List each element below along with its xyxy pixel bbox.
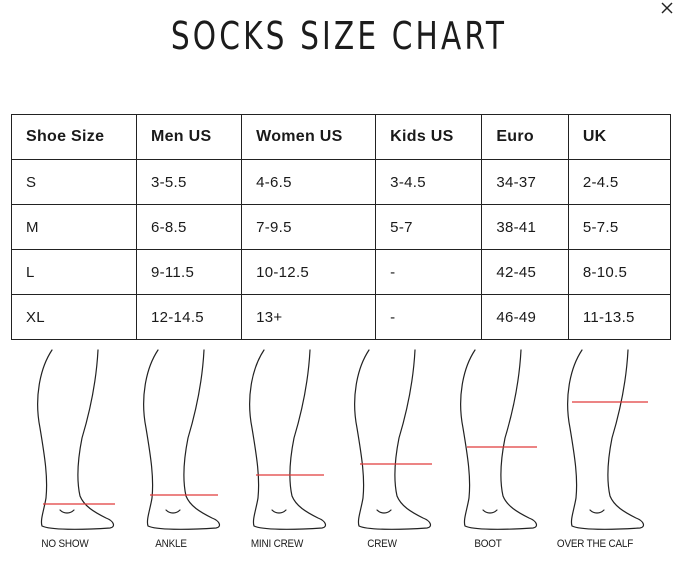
table-cell: 6-8.5 [135, 204, 243, 250]
close-button[interactable] [658, 0, 676, 18]
column-header: Euro [481, 114, 569, 160]
table-cell: 8-10.5 [567, 249, 672, 295]
leg-ankle-illustration [143, 349, 221, 530]
leg-over-the-calf-illustration [567, 349, 648, 530]
table-cell: 13+ [241, 294, 377, 340]
table-cell: 11-13.5 [567, 294, 672, 340]
table-cell: - [375, 294, 483, 340]
sock-style-label: BOOT [474, 538, 502, 550]
table-row: L 9-11.5 10-12.5 - 42-45 8-10.5 [11, 249, 672, 295]
table-cell: M [11, 204, 137, 250]
column-header: UK [567, 114, 672, 160]
table-cell: 12-14.5 [135, 294, 243, 340]
table-cell: 7-9.5 [241, 204, 377, 250]
table-cell: 5-7 [375, 204, 483, 250]
table-header-row: Shoe Size Men US Women US Kids US Euro U… [11, 114, 672, 160]
column-header: Men US [135, 114, 243, 160]
table-cell: 9-11.5 [135, 249, 243, 295]
sock-height-illustrations: NO SHOW ANKLE MINI CREW [10, 348, 670, 558]
table-cell: 10-12.5 [241, 249, 377, 295]
table-cell: 2-4.5 [567, 159, 672, 205]
leg-boot-illustration [460, 349, 538, 530]
table-cell: 46-49 [481, 294, 569, 340]
sock-style-label: MINI CREW [250, 538, 304, 550]
table-cell: 3-5.5 [135, 159, 243, 205]
leg-mini-crew-illustration [249, 349, 327, 530]
table-row: XL 12-14.5 13+ - 46-49 11-13.5 [11, 294, 672, 340]
page-title: SOCKS SIZE CHART [170, 14, 508, 58]
column-header: Shoe Size [11, 114, 137, 160]
table-cell: 34-37 [481, 159, 569, 205]
table-cell: S [11, 159, 137, 205]
table-row: M 6-8.5 7-9.5 5-7 38-41 5-7.5 [11, 204, 672, 250]
table-cell: L [11, 249, 137, 295]
table-cell: XL [11, 294, 137, 340]
sock-style-label: CREW [367, 538, 397, 550]
column-header: Kids US [375, 114, 483, 160]
table-cell: 42-45 [481, 249, 569, 295]
table-cell: 5-7.5 [567, 204, 672, 250]
close-icon [661, 2, 673, 14]
sock-style-label: OVER THE CALF [556, 538, 634, 550]
table-row: S 3-5.5 4-6.5 3-4.5 34-37 2-4.5 [11, 159, 672, 205]
table-cell: 3-4.5 [375, 159, 483, 205]
table-cell: 4-6.5 [241, 159, 377, 205]
table-cell: - [375, 249, 483, 295]
table-cell: 38-41 [481, 204, 569, 250]
column-header: Women US [241, 114, 377, 160]
leg-crew-illustration [354, 349, 432, 530]
leg-no-show-illustration [37, 349, 115, 530]
size-table: Shoe Size Men US Women US Kids US Euro U… [11, 114, 672, 340]
sock-style-label: NO SHOW [41, 538, 89, 550]
sock-style-label: ANKLE [155, 538, 187, 550]
